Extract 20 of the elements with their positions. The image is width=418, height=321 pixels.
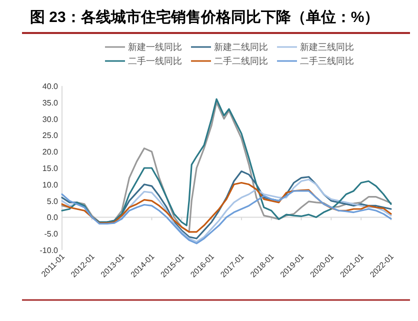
y-tick-label: 40.0	[42, 82, 59, 91]
y-tick-label: 35.0	[42, 98, 59, 108]
legend-label: 新建二线同比	[214, 42, 268, 52]
y-tick-label: 10.0	[42, 180, 59, 190]
legend-label: 新建一线同比	[128, 42, 182, 52]
y-tick-label: -5.0	[44, 230, 59, 239]
line-series	[61, 182, 392, 233]
y-tick-label: -10.0	[40, 246, 59, 255]
legend-label: 二手一线同比	[128, 56, 182, 66]
y-tick-label: 5.0	[46, 196, 59, 206]
y-tick-label: 25.0	[42, 131, 59, 140]
legend-label: 二手三线同比	[300, 56, 354, 66]
legend-label: 二手二线同比	[214, 56, 268, 66]
y-tick-label: 30.0	[42, 114, 59, 124]
y-tick-label: 0.0	[46, 213, 59, 222]
chart-title: 图 23：各线城市住宅销售价格同比下降（单位：%）	[30, 8, 380, 26]
y-tick-label: 15.0	[42, 164, 59, 173]
legend-label: 新建三线同比	[300, 42, 354, 52]
line-series	[61, 190, 392, 244]
y-tick-label: 20.0	[42, 148, 59, 157]
